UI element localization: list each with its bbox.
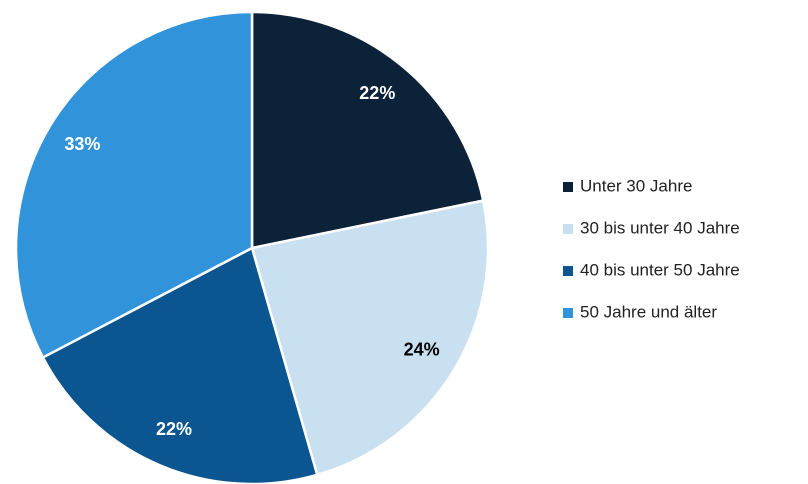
legend-swatch — [563, 308, 573, 318]
pie-slice — [14, 10, 254, 360]
value-label: 22% — [359, 83, 395, 103]
value-label: 33% — [64, 134, 100, 154]
pie-slice — [250, 10, 485, 250]
legend-swatch — [563, 182, 573, 192]
legend-label: 30 bis unter 40 Jahre — [580, 218, 740, 237]
legend-label: 40 bis unter 50 Jahre — [580, 260, 740, 279]
legend-label: Unter 30 Jahre — [580, 176, 692, 195]
pie-slice — [250, 199, 490, 477]
value-label: 22% — [156, 419, 192, 439]
value-label: 24% — [404, 339, 440, 359]
pie-slice — [41, 246, 319, 484]
legend-swatch — [563, 266, 573, 276]
legend-label: 50 Jahre und älter — [580, 302, 717, 321]
legend-swatch — [563, 224, 573, 234]
